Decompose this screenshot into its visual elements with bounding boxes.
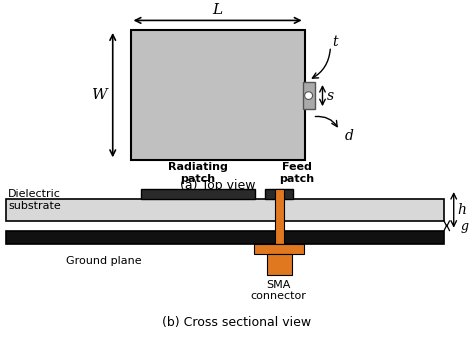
Text: Ground plane: Ground plane — [66, 256, 142, 266]
Text: SMA
connector: SMA connector — [251, 280, 307, 301]
Text: t: t — [332, 35, 338, 49]
Text: d: d — [345, 129, 353, 143]
Bar — [131, 30, 305, 160]
Text: Feed
patch: Feed patch — [279, 162, 314, 184]
Bar — [141, 189, 255, 199]
Text: (a) Top view: (a) Top view — [180, 179, 255, 193]
Text: W: W — [92, 88, 108, 102]
Bar — [275, 189, 284, 244]
Text: Dielectric
substrate: Dielectric substrate — [9, 190, 61, 211]
Bar — [265, 189, 292, 199]
Text: s: s — [327, 88, 334, 103]
Circle shape — [305, 92, 312, 99]
Text: h: h — [458, 203, 466, 217]
Bar — [6, 199, 444, 221]
Bar — [254, 244, 304, 254]
Bar — [267, 254, 292, 275]
Text: (b) Cross sectional view: (b) Cross sectional view — [163, 316, 311, 329]
Bar — [6, 231, 444, 244]
Bar — [302, 82, 315, 109]
Text: g: g — [461, 220, 469, 233]
Text: Radiating
patch: Radiating patch — [168, 162, 228, 184]
Text: L: L — [212, 3, 223, 17]
